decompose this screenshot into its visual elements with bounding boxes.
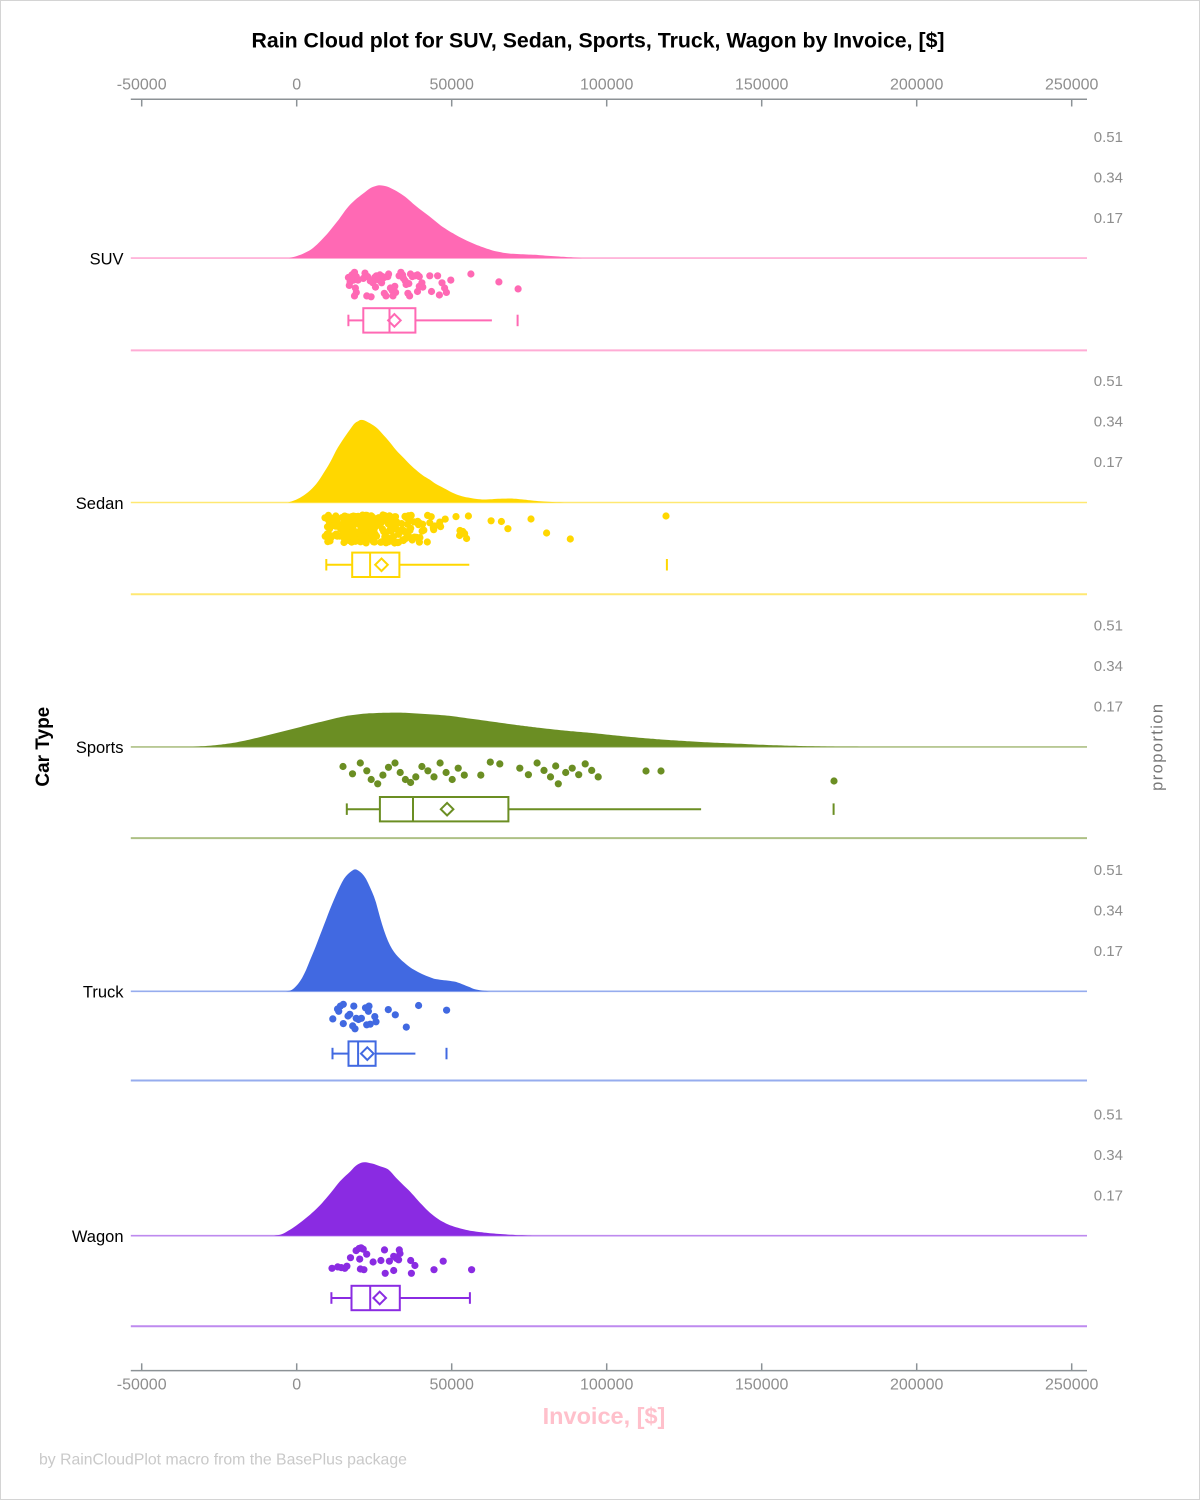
- svg-text:0.51: 0.51: [1094, 1106, 1123, 1123]
- svg-text:150000: 150000: [735, 1377, 788, 1394]
- svg-text:0.51: 0.51: [1094, 129, 1123, 146]
- svg-text:100000: 100000: [580, 77, 633, 94]
- svg-text:0.34: 0.34: [1094, 658, 1123, 675]
- svg-text:Rain Cloud plot for SUV, Sedan: Rain Cloud plot for SUV, Sedan, Sports, …: [251, 29, 944, 53]
- svg-text:0.17: 0.17: [1094, 1187, 1123, 1204]
- svg-text:by RainCloudPlot macro from th: by RainCloudPlot macro from the BasePlus…: [39, 1452, 407, 1469]
- svg-text:0.17: 0.17: [1094, 699, 1123, 716]
- svg-text:Sports: Sports: [76, 739, 124, 757]
- svg-text:0.34: 0.34: [1094, 169, 1123, 186]
- svg-text:250000: 250000: [1045, 1377, 1098, 1394]
- svg-text:50000: 50000: [429, 1377, 474, 1394]
- svg-text:0.17: 0.17: [1094, 210, 1123, 227]
- svg-text:0: 0: [292, 77, 301, 94]
- svg-text:200000: 200000: [890, 77, 943, 94]
- svg-text:Invoice, [$]: Invoice, [$]: [543, 1403, 666, 1429]
- svg-text:200000: 200000: [890, 1377, 943, 1394]
- svg-text:100000: 100000: [580, 1377, 633, 1394]
- svg-text:0.51: 0.51: [1094, 373, 1123, 390]
- svg-text:0.34: 0.34: [1094, 1147, 1123, 1164]
- svg-text:250000: 250000: [1045, 77, 1098, 94]
- svg-text:0.51: 0.51: [1094, 862, 1123, 879]
- svg-text:Car Type: Car Type: [33, 707, 54, 787]
- svg-text:-50000: -50000: [117, 1377, 167, 1394]
- svg-text:0.51: 0.51: [1094, 618, 1123, 635]
- svg-text:Sedan: Sedan: [76, 495, 124, 513]
- svg-text:50000: 50000: [429, 77, 474, 94]
- svg-text:0.17: 0.17: [1094, 454, 1123, 471]
- svg-text:Truck: Truck: [83, 984, 124, 1002]
- svg-text:0: 0: [292, 1377, 301, 1394]
- svg-text:0.34: 0.34: [1094, 903, 1123, 920]
- svg-text:Wagon: Wagon: [72, 1228, 124, 1246]
- svg-text:-50000: -50000: [117, 77, 167, 94]
- svg-text:proportion: proportion: [1149, 703, 1167, 791]
- svg-text:150000: 150000: [735, 77, 788, 94]
- svg-text:SUV: SUV: [90, 250, 124, 268]
- svg-text:0.17: 0.17: [1094, 943, 1123, 960]
- svg-text:0.34: 0.34: [1094, 414, 1123, 431]
